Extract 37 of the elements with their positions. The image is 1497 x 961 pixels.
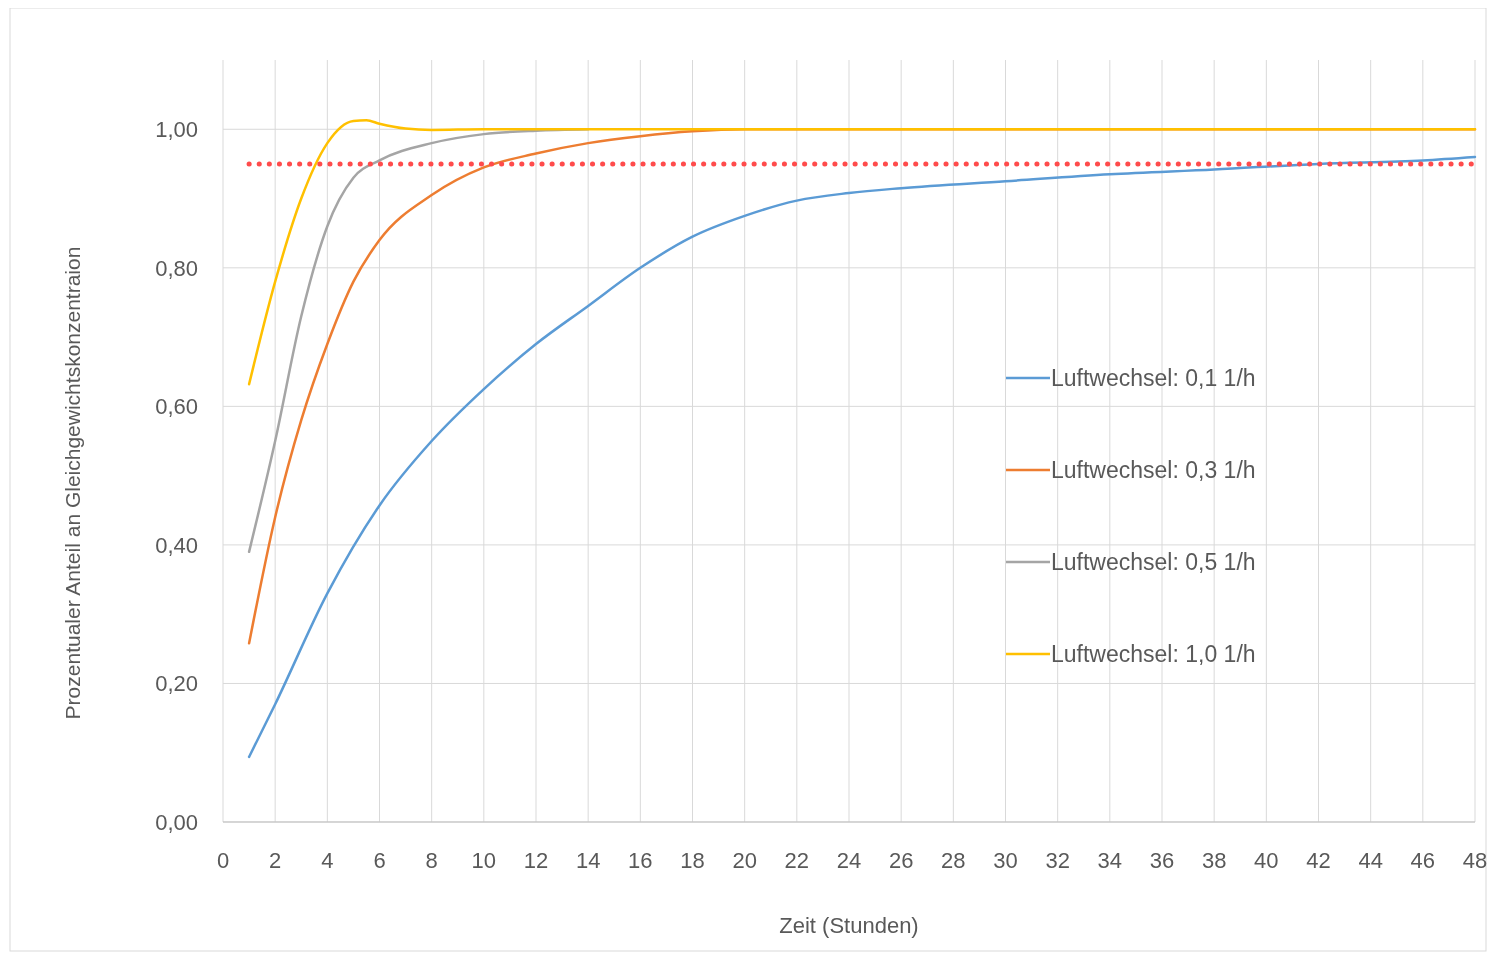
x-tick-label: 8	[425, 848, 438, 873]
legend-label: Luftwechsel: 0,5 1/h	[1051, 549, 1256, 575]
x-tick-label: 22	[784, 848, 810, 873]
x-tick-label: 40	[1254, 848, 1279, 873]
legend-label: Luftwechsel: 0,1 1/h	[1051, 365, 1256, 391]
y-tick-label: 0,00	[155, 810, 198, 835]
x-tick-label: 26	[888, 848, 914, 873]
x-axis-title: Zeit (Stunden)	[779, 913, 919, 938]
x-tick-label: 34	[1097, 848, 1123, 873]
x-tick-label: 14	[575, 848, 601, 873]
y-axis-title: Prozentualer Anteil an Gleichgewichtskonzentraion	[61, 246, 84, 720]
y-tick-label: 0,20	[155, 671, 198, 697]
x-tick-label: 10	[471, 848, 497, 873]
x-tick-label: 46	[1410, 848, 1436, 873]
x-tick-label: 18	[680, 848, 705, 873]
y-tick-label: 0,60	[155, 394, 198, 420]
x-tick-label: 16	[628, 848, 653, 873]
x-tick-label: 30	[993, 848, 1018, 873]
x-tick-label: 2	[269, 848, 282, 873]
x-tick-label: 4	[321, 848, 334, 873]
x-tick-label: 28	[941, 848, 966, 873]
legend-label: Luftwechsel: 0,3 1/h	[1051, 457, 1256, 483]
y-tick-label: 1,00	[155, 117, 198, 143]
x-tick-label: 12	[523, 848, 549, 873]
y-tick-label: 0,80	[155, 255, 198, 281]
x-tick-label: 32	[1045, 848, 1070, 873]
x-tick-label: 38	[1201, 848, 1227, 873]
x-tick-label: 0	[216, 848, 230, 873]
legend-label: Luftwechsel: 1,0 1/h	[1051, 641, 1256, 667]
x-tick-label: 6	[373, 848, 386, 873]
x-tick-label: 24	[836, 848, 862, 873]
x-tick-label: 20	[732, 848, 757, 873]
x-tick-label: 48	[1462, 848, 1488, 873]
x-tick-label: 44	[1358, 848, 1383, 873]
y-tick-label: 0,40	[155, 532, 198, 558]
x-tick-label: 42	[1306, 848, 1331, 873]
x-tick-label: 36	[1149, 848, 1175, 873]
